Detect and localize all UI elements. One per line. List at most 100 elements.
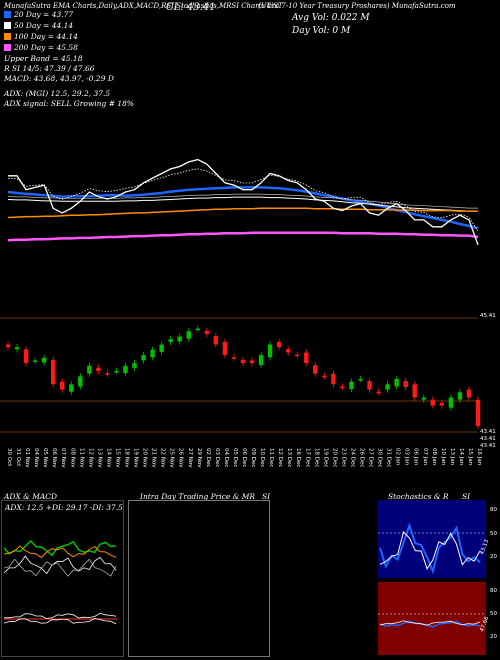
candle-body bbox=[32, 360, 38, 362]
legend-label: 20 Day = 43.77 bbox=[14, 10, 74, 19]
stoch-value-label: 43.13 bbox=[479, 538, 490, 555]
rsi-line bbox=[379, 620, 481, 628]
candle-body bbox=[394, 378, 399, 387]
candle-body bbox=[87, 365, 92, 374]
candle-body bbox=[78, 376, 83, 387]
chart-header-left: MunafaSutra EMA Charts,Daily,ADX,MACD,RS… bbox=[4, 2, 283, 10]
x-tick-label: 22 Nov bbox=[160, 448, 166, 468]
stoch-panel-title: Stochastics & R bbox=[388, 492, 449, 501]
candle-body bbox=[105, 373, 110, 375]
candle-body bbox=[5, 344, 11, 348]
x-tick-label: 16 Jan bbox=[476, 448, 482, 466]
adx-panel-title: ADX & MACD bbox=[4, 492, 58, 501]
legend-label: 50 Day = 44.14 bbox=[14, 21, 74, 30]
si-mid-title: SI bbox=[262, 492, 271, 501]
rsi-signal-line bbox=[379, 620, 481, 626]
close-price-label: CL: 43.41 bbox=[166, 2, 216, 13]
stoch-tick-80: 80 bbox=[490, 507, 497, 513]
adx-line-1 bbox=[3, 555, 117, 575]
x-tick-label: 27 Dec bbox=[368, 448, 374, 467]
candle-body bbox=[466, 389, 472, 398]
x-tick-label: 08 Nov bbox=[69, 448, 75, 468]
stoch-tick-50: 50 bbox=[490, 531, 497, 537]
x-tick-label: 31 Dec bbox=[386, 448, 392, 467]
x-tick-label: 20 Nov bbox=[142, 448, 148, 468]
x-tick-label: 01 Nov bbox=[24, 448, 30, 468]
candle-body bbox=[123, 365, 128, 374]
candle-body bbox=[69, 384, 74, 392]
price-label-top: 45.41 bbox=[480, 313, 496, 319]
rsi-value-label: 47.66 bbox=[479, 615, 490, 632]
x-tick-label: 12 Nov bbox=[87, 448, 93, 468]
candle-body bbox=[403, 381, 408, 387]
x-tick-label: 05 Nov bbox=[42, 448, 48, 468]
x-tick-label: 26 Nov bbox=[178, 448, 184, 468]
day-volume: Day Vol: 0 M bbox=[292, 26, 351, 36]
ema-line-50-band bbox=[7, 193, 478, 209]
stochastics-panel bbox=[378, 500, 486, 578]
adx-signal-text: ADX signal: SELL Growing # 18% bbox=[4, 99, 135, 108]
x-tick-label: 18 Nov bbox=[124, 448, 130, 468]
stoch-d-line bbox=[379, 531, 481, 570]
candle-body bbox=[141, 355, 146, 361]
candle-body bbox=[186, 331, 191, 339]
candle-body bbox=[340, 386, 345, 388]
candle-body bbox=[195, 328, 201, 331]
candle-body bbox=[475, 399, 481, 427]
x-tick-label: 16 Dec bbox=[295, 448, 301, 467]
candle-body bbox=[231, 357, 237, 359]
bollinger-dotted-line bbox=[7, 168, 479, 232]
candle-body bbox=[304, 352, 309, 364]
x-tick-label: 08 Jan bbox=[431, 448, 437, 466]
candle-body bbox=[439, 402, 445, 406]
ema-line-2 bbox=[7, 207, 478, 219]
rsi-tick-20: 20 bbox=[490, 634, 497, 640]
price-chart: 30 Oct 31 Oct 01 Nov 04 Nov 05 Nov 06 Nov 07 N… bbox=[0, 158, 482, 468]
candle-body bbox=[50, 359, 56, 385]
x-tick-label: 13 Jan bbox=[449, 448, 455, 466]
price-label-bottom-2: 43.41 bbox=[480, 436, 496, 442]
candle-body bbox=[159, 344, 164, 352]
candle-body bbox=[276, 341, 282, 348]
x-tick-label: 07 Nov bbox=[60, 448, 66, 468]
candle-body bbox=[132, 363, 137, 368]
x-tick-label: 10 Dec bbox=[259, 448, 265, 467]
x-tick-label: 09 Dec bbox=[250, 448, 256, 467]
candle-body bbox=[313, 365, 318, 374]
x-tick-label: 04 Nov bbox=[33, 448, 39, 468]
x-tick-label: 15 Nov bbox=[114, 448, 120, 468]
x-tick-label: 25 Nov bbox=[169, 448, 175, 468]
x-tick-label: 04 Dec bbox=[223, 448, 229, 467]
x-tick-label: 10 Jan bbox=[440, 448, 446, 466]
candle-body bbox=[177, 336, 182, 342]
adx-macd-panel: ADX: 12.5 +DI: 29.17 -DI: 37.5 bbox=[1, 500, 124, 657]
x-tick-label: 14 Jan bbox=[458, 448, 464, 466]
x-tick-label: 07 Jan bbox=[422, 448, 428, 466]
x-tick-label: 03 Dec bbox=[214, 448, 220, 467]
close-price-line bbox=[8, 158, 479, 246]
candle-body bbox=[60, 381, 65, 390]
candle-body bbox=[285, 349, 291, 353]
legend-item-100: 100 Day = 44.14 bbox=[4, 32, 134, 41]
candle-body bbox=[358, 378, 363, 381]
x-tick-label: 21 Nov bbox=[151, 448, 157, 468]
candle-body bbox=[258, 355, 264, 366]
x-tick-label: 17 Dec bbox=[304, 448, 310, 467]
x-tick-label: 06 Jan bbox=[413, 448, 419, 466]
x-tick-label: 13 Dec bbox=[286, 448, 292, 467]
x-tick-label: 03 Jan bbox=[404, 448, 410, 466]
candle-body bbox=[295, 354, 300, 357]
candle-body bbox=[376, 391, 381, 394]
rsi-text: R SI 14/5: 47.39 / 47.66 bbox=[4, 64, 95, 73]
price-label-bottom-3: 43.41 bbox=[480, 443, 496, 449]
x-tick-label: 06 Nov bbox=[51, 448, 57, 468]
candle-body bbox=[240, 359, 246, 364]
x-tick-label: 20 Dec bbox=[331, 448, 337, 467]
candle-body bbox=[14, 347, 20, 350]
legend-label: 100 Day = 44.14 bbox=[14, 32, 78, 41]
x-tick-label: 26 Dec bbox=[359, 448, 365, 467]
x-tick-label: 15 Jan bbox=[467, 448, 473, 466]
candle-body bbox=[213, 336, 219, 345]
ema-legend: 20 Day = 43.77 50 Day = 44.14 100 Day = … bbox=[4, 10, 134, 108]
